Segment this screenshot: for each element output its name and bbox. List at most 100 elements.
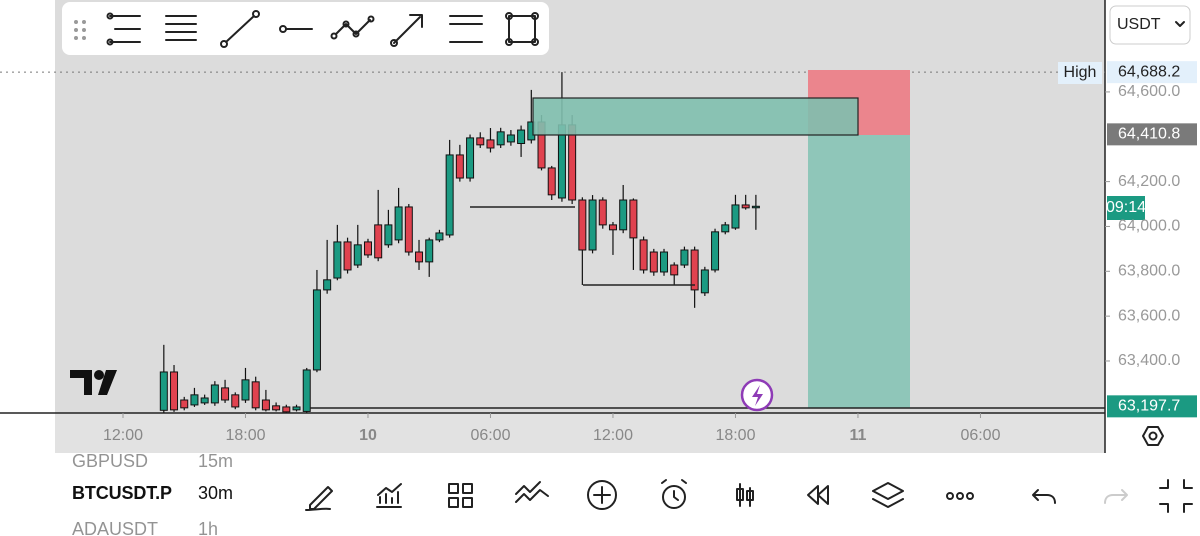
tool-icon[interactable] [505, 12, 539, 46]
icon[interactable] [448, 483, 473, 508]
tool-icon[interactable] [220, 10, 260, 48]
candle-body [394, 206, 403, 241]
candle-body [660, 251, 669, 273]
candle-body [200, 397, 209, 404]
candle-body [629, 199, 638, 239]
symbol-name: BTCUSDT.P [72, 483, 172, 503]
symbol-name: ADAUSDT [72, 519, 158, 536]
candle-body [670, 264, 679, 276]
countdown-tag [1107, 196, 1145, 220]
y-tick-label: 63,600.0 [1118, 307, 1180, 324]
candle-body [598, 199, 607, 226]
candle-body [547, 167, 556, 196]
candle-body [751, 205, 760, 209]
x-tick-label: 18:00 [225, 427, 265, 444]
candle-body [455, 154, 464, 179]
price-tag [1107, 123, 1197, 146]
candle-body [557, 124, 566, 199]
tool-icon[interactable] [106, 12, 141, 46]
candle-body [384, 224, 393, 246]
candle-body [261, 399, 270, 411]
candle-body [210, 384, 219, 404]
candle-body [363, 241, 372, 256]
candle-body [282, 406, 291, 413]
candle-body [241, 379, 250, 401]
icon[interactable] [1159, 479, 1193, 513]
candle-body [343, 241, 352, 271]
candle-body [619, 199, 628, 231]
candle-body [312, 289, 321, 371]
y-tick-label: 63,400.0 [1118, 352, 1180, 369]
currency-button[interactable] [1109, 5, 1191, 45]
candle-body [690, 249, 699, 291]
symbol-list[interactable]: GBPUSD 15m BTCUSDT.P 30m ADAUSDT 1h [72, 451, 233, 536]
candle-body [496, 131, 505, 146]
candle-body [221, 387, 230, 401]
high-tag [1058, 62, 1102, 84]
candle-body [159, 371, 168, 411]
candle-body [486, 139, 495, 149]
x-tick-label: 12:00 [593, 427, 633, 444]
y-tick-label: 64,000.0 [1118, 218, 1180, 235]
symbol-interval: 1h [198, 519, 218, 536]
candle-body [649, 251, 658, 273]
candle-body [608, 224, 617, 231]
candle-body [711, 231, 720, 271]
icon[interactable] [587, 480, 617, 510]
candle-body [506, 134, 515, 143]
tool-icon[interactable] [449, 15, 483, 43]
y-tick-label: 63,800.0 [1118, 263, 1180, 280]
candle-body [741, 204, 750, 209]
price-tag-label: 64,688.2 [1118, 63, 1180, 80]
high-label: High [1064, 64, 1097, 81]
icon[interactable] [1032, 489, 1056, 504]
candle-body [251, 381, 260, 409]
candle-body [180, 399, 189, 409]
settings-button[interactable] [1142, 426, 1164, 446]
lightning-button[interactable] [740, 378, 774, 412]
candle-body [568, 124, 577, 201]
symbol-interval: 15m [198, 451, 233, 471]
tool-icon[interactable] [330, 15, 375, 40]
icon[interactable] [807, 485, 829, 505]
candle-body [292, 406, 301, 411]
x-tick-label: 06:00 [960, 427, 1000, 444]
candle-body [190, 394, 199, 406]
candle-body [731, 204, 740, 229]
tool-icon[interactable] [165, 15, 197, 41]
candle-body [476, 137, 485, 146]
x-tick-label: 18:00 [715, 427, 755, 444]
price-tag-label: 64,410.8 [1118, 126, 1180, 143]
x-tick-label: 10 [359, 427, 377, 444]
x-tick-label: 06:00 [470, 427, 510, 444]
currency: USDT [1117, 16, 1161, 33]
x-tick-label: 11 [850, 427, 867, 444]
tool-icon[interactable] [279, 25, 313, 33]
x-tick-label: 12:00 [103, 427, 143, 444]
logo [70, 370, 117, 395]
tool-icon[interactable] [390, 14, 423, 47]
candle-body [639, 239, 648, 271]
icon[interactable] [662, 485, 686, 509]
icon[interactable] [872, 482, 904, 508]
symbol-interval: 30m [198, 483, 233, 503]
candle-body [466, 137, 475, 179]
countdown: 09:14 [1106, 199, 1146, 216]
icon[interactable] [305, 486, 333, 511]
candle-body [415, 251, 424, 263]
candle-body [353, 244, 362, 266]
icon[interactable] [515, 481, 549, 503]
candle-body [721, 224, 730, 233]
candle-body [517, 129, 526, 144]
plot [0, 71, 1105, 413]
price-tag [1107, 61, 1197, 84]
candle-body [588, 199, 597, 251]
candle-body [700, 269, 709, 294]
icon[interactable] [376, 483, 402, 508]
candle-body [333, 241, 342, 279]
candle-body [231, 394, 240, 408]
symbol-name: GBPUSD [72, 451, 148, 471]
candle-body [302, 369, 311, 412]
